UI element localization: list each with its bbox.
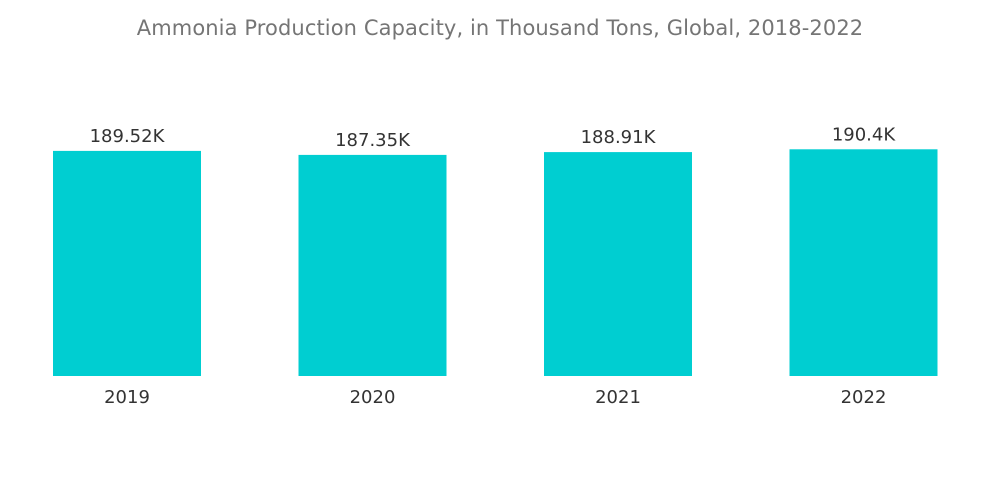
data-label-2022: 190.4K [832,124,897,145]
data-label-2021: 188.91K [581,127,657,148]
x-tick-label-2019: 2019 [104,387,150,408]
data-label-2020: 187.35K [335,130,411,151]
bar-2022 [789,149,938,376]
bar-2020 [298,154,447,376]
x-tick-label-2021: 2021 [595,387,641,408]
data-label-2019: 189.52K [90,126,166,147]
x-tick-label-2022: 2022 [841,387,887,408]
x-tick-label-2020: 2020 [350,387,396,408]
bar-2019 [53,150,201,376]
bar-2021 [544,152,692,376]
chart-title: Ammonia Production Capacity, in Thousand… [136,16,864,40]
